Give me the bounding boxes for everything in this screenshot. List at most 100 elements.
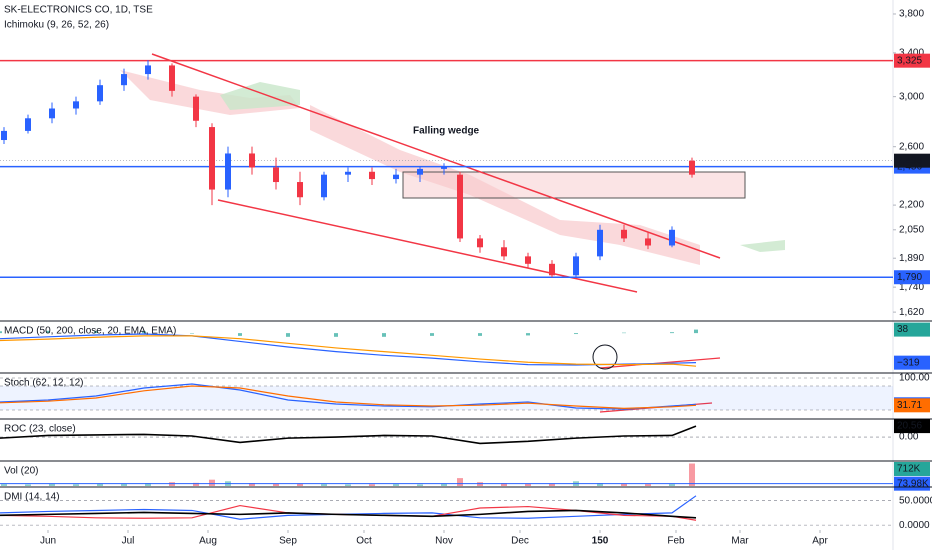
pane-title: MACD (50, 200, close, 20, EMA, EMA): [4, 326, 176, 337]
volume-bar: [345, 484, 351, 486]
volume-bar: [597, 483, 603, 486]
candle-body: [369, 171, 375, 180]
volume-bar: [689, 463, 695, 486]
y-tick-label: 50.0000: [899, 495, 932, 506]
volume-bar: [145, 483, 151, 486]
candle-body: [501, 247, 507, 257]
x-tick-label: Mar: [731, 536, 749, 547]
price-label: −319: [897, 357, 920, 368]
chart-title: SK-ELECTRONICS CO, 1D, TSE: [4, 5, 153, 16]
candle-body: [49, 108, 55, 119]
pane-title: DMI (14, 14): [4, 492, 60, 503]
price-label: 73.98K: [897, 478, 929, 489]
candle-body: [321, 174, 327, 198]
price-label-box: [894, 270, 930, 285]
volume-bar: [297, 483, 303, 486]
volume-bar: [97, 483, 103, 486]
x-tick-label: Dec: [511, 536, 529, 547]
ichimoku-cloud: [220, 82, 300, 110]
candle-body: [417, 168, 423, 175]
volume-bar: [1, 484, 7, 486]
y-tick-label: 1,620: [899, 307, 924, 318]
candle-body: [193, 96, 199, 121]
x-tick-label: Apr: [812, 536, 828, 547]
histogram-bar: [526, 333, 530, 336]
candle-body: [645, 238, 651, 246]
price-label: 20.56: [897, 421, 922, 432]
histogram-bar: [670, 332, 674, 334]
volume-bar: [25, 484, 31, 486]
indicator-line: [0, 495, 697, 520]
x-tick-label: Jun: [40, 536, 56, 547]
x-tick-label: Jul: [122, 536, 135, 547]
indicator-title: Ichimoku (9, 26, 52, 26): [4, 20, 109, 31]
volume-bar: [121, 483, 127, 486]
volume-bar: [249, 483, 255, 486]
candle-body: [297, 182, 303, 198]
candle-body: [573, 256, 579, 276]
volume-bar: [525, 483, 531, 486]
candle-body: [597, 229, 603, 257]
candle-body: [73, 101, 79, 109]
histogram-bar: [46, 330, 50, 334]
price-label-box: [894, 53, 930, 68]
volume-bar: [645, 484, 651, 486]
candle-body: [249, 153, 255, 168]
price-label: 2,498: [897, 155, 922, 166]
indicator-line: [0, 509, 697, 519]
ichimoku-cloud: [310, 105, 700, 265]
trend-line: [151, 53, 721, 259]
candle-body: [669, 229, 675, 246]
histogram-bar: [430, 333, 434, 336]
price-label-box: [894, 462, 930, 476]
indicator-line: [0, 425, 697, 445]
price-label-box: [894, 398, 930, 413]
volume-bar: [549, 483, 555, 486]
x-tick-label: 150: [592, 536, 609, 547]
histogram-bar: [574, 333, 578, 335]
histogram-bar: [238, 333, 242, 336]
candle-body: [273, 167, 279, 183]
candle-body: [477, 238, 483, 248]
price-label-box: [894, 355, 930, 370]
histogram-bar: [478, 333, 482, 336]
y-tick-label: 2,600: [899, 141, 924, 152]
candle-body: [441, 166, 447, 169]
histogram-bar: [142, 331, 146, 334]
volume-bar: [273, 483, 279, 486]
x-tick-label: Oct: [356, 536, 372, 547]
price-label: 3,325: [897, 55, 922, 66]
circle-drawing: [592, 344, 618, 370]
indicator-line: [0, 335, 697, 367]
candle-body: [97, 85, 103, 102]
volume-bar: [73, 484, 79, 486]
candle-body: [25, 118, 31, 131]
price-label: 1,790: [897, 272, 922, 283]
histogram-bar: [334, 333, 338, 337]
candle-body: [1, 130, 7, 141]
pane-title: Vol (20): [4, 466, 38, 477]
candle-body: [393, 174, 399, 180]
ichimoku-cloud: [740, 240, 785, 252]
y-tick-label: 3,800: [899, 9, 924, 20]
histogram-bar: [382, 333, 386, 337]
price-label-box: [894, 419, 930, 434]
candle-body: [225, 153, 231, 190]
x-tick-label: Feb: [667, 536, 685, 547]
price-label: 31.71: [897, 400, 922, 411]
volume-bar: [417, 484, 423, 486]
candle-body: [121, 74, 127, 86]
price-label-box: [894, 153, 930, 168]
y-tick-label: 3,400: [899, 48, 924, 59]
histogram-bar: [694, 329, 698, 334]
histogram-bar: [190, 333, 194, 334]
volume-bar: [193, 482, 199, 486]
candle-body: [209, 127, 215, 190]
price-label-box: [894, 322, 930, 337]
candle-body: [621, 229, 627, 239]
candle-body: [457, 174, 463, 239]
price-label: 38: [897, 324, 909, 335]
histogram-bar: [94, 330, 98, 334]
candle-body: [169, 65, 175, 91]
indicator-line: [0, 385, 697, 410]
